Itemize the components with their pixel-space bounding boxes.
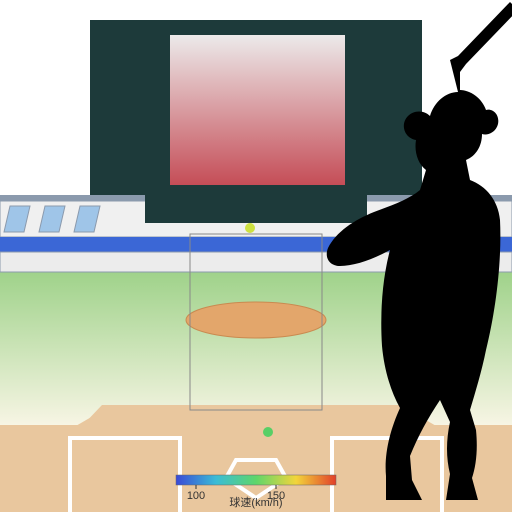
legend-tick: 100: [187, 490, 205, 502]
speed-colorbar: [176, 475, 336, 485]
pitch-marker-0: [245, 223, 255, 233]
pitch-location-chart: 100150球速(km/h): [0, 0, 512, 512]
legend-axis-label: 球速(km/h): [229, 495, 282, 509]
pitch-marker-1: [263, 427, 273, 437]
